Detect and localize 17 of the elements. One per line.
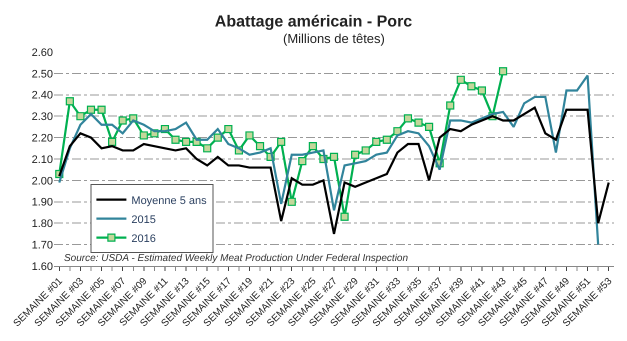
chart-subtitle: (Millions de têtes) [283,31,385,46]
y-tick-label: 2.30 [32,111,53,124]
legend-label: Moyenne 5 ans [131,194,208,207]
y-tick-label: 2.60 [32,46,53,59]
legend-label: 2015 [131,214,156,226]
y-tick-label: 2.20 [32,132,53,144]
legend-label: 2016 [131,232,156,245]
chart-title: Abattage américain - Porc [214,14,412,31]
y-tick-label: 2.00 [32,175,53,188]
y-tick-label: 2.50 [32,68,53,80]
y-tick-label: 2.10 [32,154,53,166]
y-tick-label: 1.70 [32,239,53,252]
annotation: Source: USDA - Estimated Weekly Meat Production Under Federal Inspection [64,253,408,264]
y-tick-label: 1.90 [32,196,53,209]
y-tick-label: 1.60 [32,260,53,273]
y-tick-label: 2.40 [32,90,53,102]
y-tick-label: 1.80 [32,218,53,230]
